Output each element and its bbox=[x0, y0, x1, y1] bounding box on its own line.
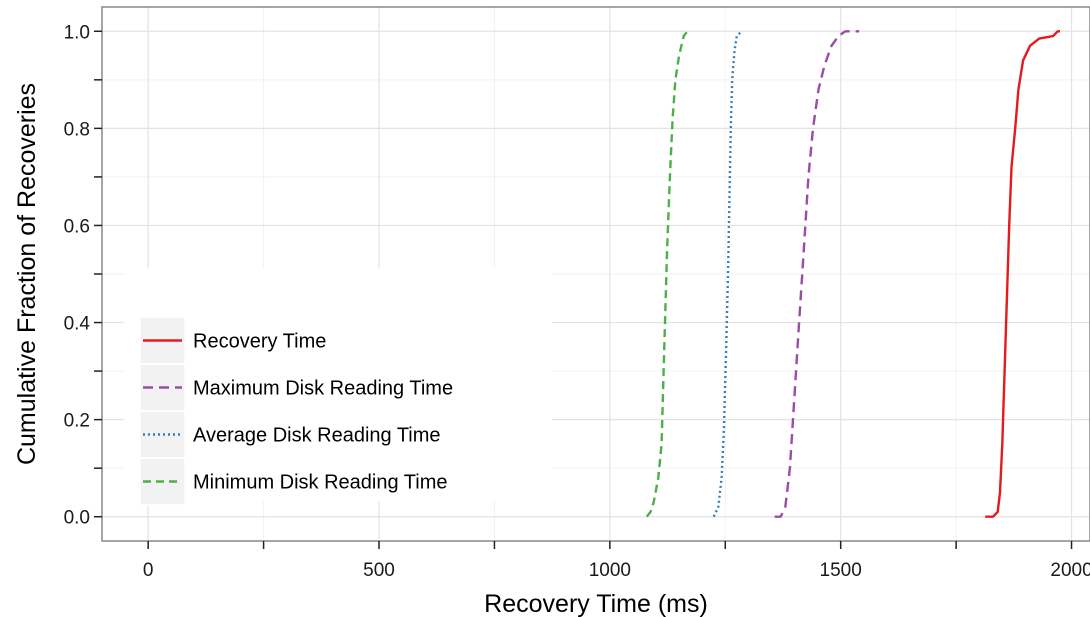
series-layer bbox=[645, 30, 1060, 518]
x-tick-label: 0 bbox=[143, 560, 154, 581]
legend-label: Average Disk Reading Time bbox=[193, 425, 441, 447]
axes: 0 500 1000 1500 2000 0.0 0.2 0.4 0.6 0.8 1.0 bbox=[64, 22, 1090, 581]
y-tick-label: 0.6 bbox=[64, 216, 90, 237]
y-tick-label: 0.4 bbox=[64, 314, 91, 335]
y-tick-label: 0.8 bbox=[64, 119, 90, 140]
y-tick-label: 0.2 bbox=[64, 411, 90, 432]
legend-label: Minimum Disk Reading Time bbox=[193, 472, 448, 494]
y-tick-label: 1.0 bbox=[64, 22, 90, 43]
series-line-1 bbox=[774, 30, 860, 518]
legend-box bbox=[124, 268, 552, 501]
x-tick-label: 2000 bbox=[1050, 560, 1090, 581]
legend-label: Recovery Time bbox=[193, 331, 326, 353]
series-line-2 bbox=[712, 30, 743, 518]
y-tick-label: 0.0 bbox=[64, 508, 90, 529]
series-line-0 bbox=[985, 30, 1060, 518]
x-tick-label: 1000 bbox=[589, 560, 631, 581]
x-tick-label: 1500 bbox=[820, 560, 862, 581]
legend-label: Maximum Disk Reading Time bbox=[193, 378, 453, 400]
legend: Recovery Time Maximum Disk Reading Time Av… bbox=[124, 268, 552, 506]
series-line-3 bbox=[645, 30, 689, 518]
x-tick-label: 500 bbox=[363, 560, 395, 581]
y-axis-title: Cumulative Fraction of Recoveries bbox=[13, 83, 41, 465]
x-axis-title: Recovery Time (ms) bbox=[484, 590, 708, 617]
